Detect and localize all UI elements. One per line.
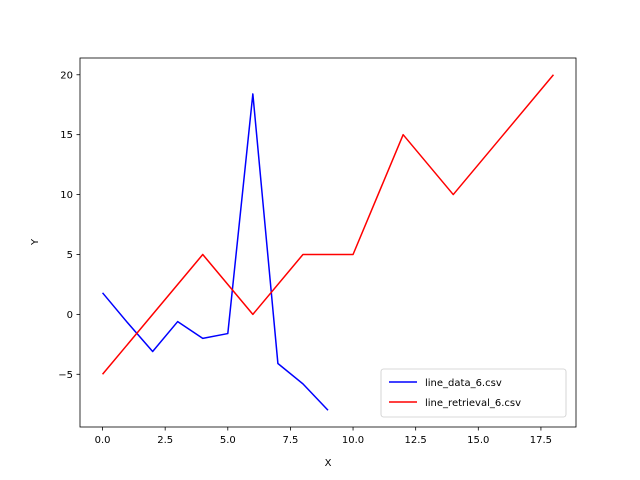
x-tick-label: 7.5: [282, 435, 298, 446]
axes: 0.0 2.5 5.0 7.5 10.0 12.5 15.0 17.5 −5 0 5 10 15 20: [58, 57, 577, 446]
y-tick-label: −5: [58, 370, 73, 381]
x-tick-label: 5.0: [220, 435, 236, 446]
y-tick-label: 0: [67, 310, 73, 321]
axes-frame: [79, 57, 577, 428]
y-tick-label: 5: [67, 250, 73, 261]
series-line-2: [101, 74, 555, 375]
x-tick-label: 10.0: [342, 435, 364, 446]
plot-area: [101, 74, 555, 411]
series-line-1: [101, 93, 329, 411]
x-tick-label: 17.5: [530, 435, 552, 446]
legend: line_data_6.csv line_retrieval_6.csv: [380, 368, 567, 418]
y-tick-label: 10: [60, 190, 73, 201]
x-tick-label: 12.5: [405, 435, 427, 446]
x-tick-label: 15.0: [467, 435, 489, 446]
x-tick-label: 0.0: [95, 435, 111, 446]
y-axis-label: Y: [30, 238, 41, 246]
y-tick-label: 15: [60, 130, 73, 141]
y-tick-label: 20: [60, 70, 73, 81]
legend-label-2: line_retrieval_6.csv: [425, 398, 521, 409]
legend-label-1: line_data_6.csv: [425, 378, 502, 389]
x-axis-label: X: [325, 458, 332, 469]
legend-box: [380, 368, 567, 418]
x-tick-label: 2.5: [157, 435, 173, 446]
